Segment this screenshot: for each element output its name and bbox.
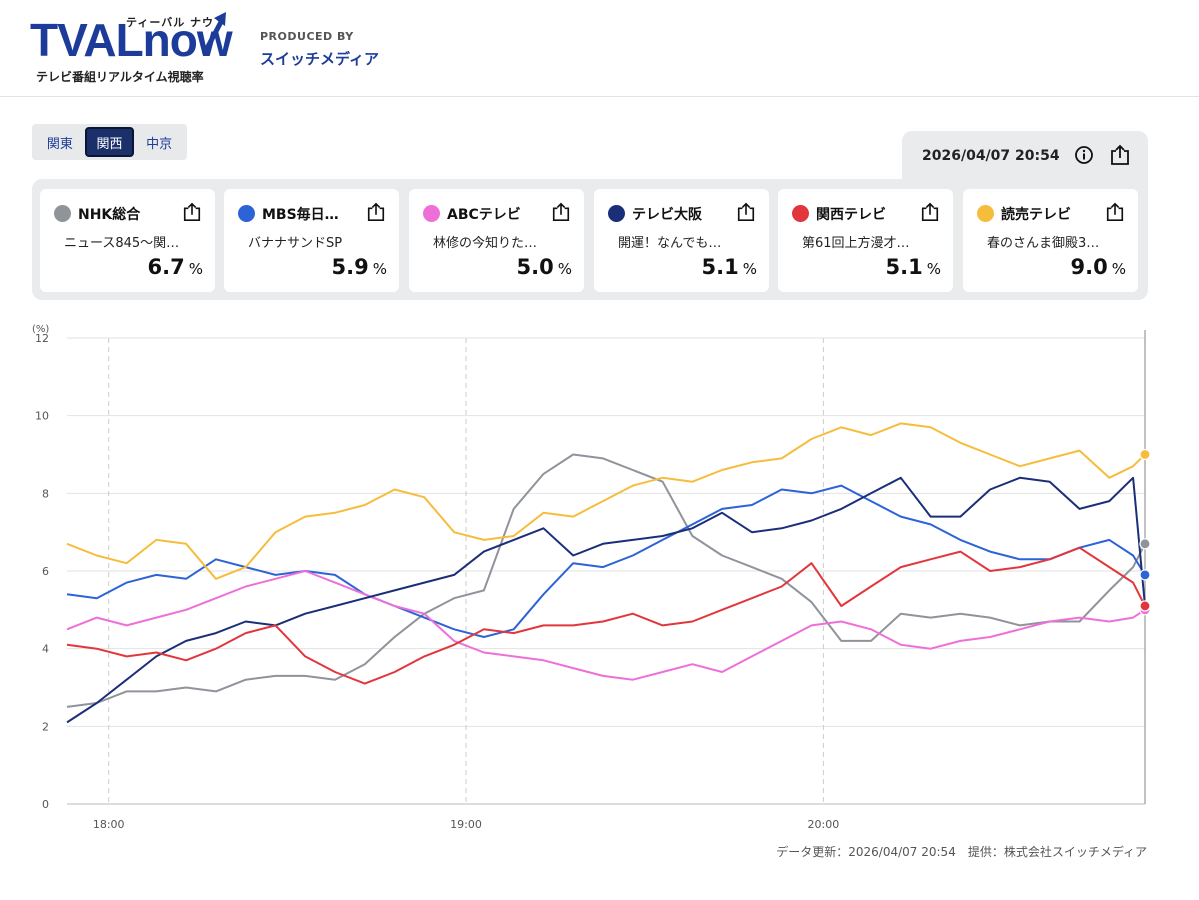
station-name: MBS毎日… [262,207,339,223]
series-line [66,476,1146,724]
y-tick-label: 6 [42,565,49,578]
share-icon[interactable] [1109,144,1131,166]
y-tick-label: 4 [42,643,49,656]
station-card-ytv[interactable]: 読売テレビ 春のさんま御殿3… 9.0% [963,189,1138,292]
share-icon[interactable] [551,202,571,222]
program-title: 春のさんま御殿3… [987,236,1100,251]
y-tick-label: 0 [42,798,49,811]
station-name: ABCテレビ [447,207,521,223]
logo-arrow-icon [201,12,226,56]
rating-value: 5.1% [885,255,941,279]
station-color-dot [54,205,71,222]
program-title: ニュース845〜関… [64,236,180,251]
producer-name[interactable]: スイッチメディア [260,50,379,68]
y-tick-label: 2 [42,720,49,733]
series-end-point [1139,569,1151,581]
y-tick-label: 10 [35,410,49,423]
series-end-point [1139,600,1151,612]
info-icon[interactable] [1074,145,1094,165]
rating-value: 5.1% [701,255,757,279]
rating-value: 5.9% [331,255,387,279]
rating-value: 9.0% [1070,255,1126,279]
produced-by-label: PRODUCED BY [260,30,354,43]
station-name: NHK総合 [78,207,141,223]
logo-text: TVALnow [30,14,233,66]
share-icon[interactable] [182,202,202,222]
series-end-point [1139,538,1151,550]
station-color-dot [423,205,440,222]
series-line [66,484,1146,638]
tab-chukyo[interactable]: 中京 [146,136,173,152]
share-icon[interactable] [736,202,756,222]
series-end-point [1139,448,1151,461]
logo-tagline: テレビ番組リアルタイム視聴率 [36,70,204,84]
panel-bg [32,179,1148,300]
share-icon[interactable] [1105,202,1125,222]
series-line [66,422,1146,580]
y-tick-label: 8 [42,487,49,500]
station-card-abc[interactable]: ABCテレビ 林修の今知りた… 5.0% [409,189,584,292]
timestamp: 2026/04/07 20:54 [922,148,1060,164]
rating-value: 5.0% [516,255,572,279]
series-line [66,546,1146,685]
y-tick-label: 12 [35,332,49,345]
ratings-line-chart[interactable]: 0 2 4 6 8 10 12(%) 18:00 19:00 20:00 [0,310,1199,850]
produced-by: PRODUCED BY スイッチメディア [260,30,379,69]
program-title: 第61回上方漫才… [802,236,910,251]
logo-kana: ティーバル ナウ [126,16,215,29]
series-line [66,570,1146,681]
program-title: 林修の今知りた… [433,236,538,251]
share-icon[interactable] [366,202,386,222]
station-color-dot [792,205,809,222]
rating-value: 6.7% [147,255,203,279]
program-title: 開運！なんでも… [618,236,722,251]
share-icon[interactable] [920,202,940,222]
ratings-panel: 2026/04/07 20:54 NHK総合 ニュース845〜関… 6.7% M… [32,131,1148,300]
station-color-dot [977,205,994,222]
station-card-nhk[interactable]: NHK総合 ニュース845〜関… 6.7% [40,189,215,292]
station-color-dot [608,205,625,222]
station-card-ktv[interactable]: 関西テレビ 第61回上方漫才… 5.1% [778,189,953,292]
program-title: バナナサンドSP [248,236,343,251]
series-line [66,453,1146,708]
station-card-mbs[interactable]: MBS毎日… バナナサンドSP 5.9% [224,189,399,292]
y-axis-unit: (%) [32,324,49,335]
station-card-tvo[interactable]: テレビ大阪 開運！なんでも… 5.1% [594,189,769,292]
station-name: 読売テレビ [1001,207,1071,223]
x-tick-label: 20:00 [808,818,840,831]
station-color-dot [238,205,255,222]
station-name: テレビ大阪 [632,207,702,223]
region-tabs: 関東 関西 中京 [32,124,187,160]
x-tick-label: 19:00 [450,818,482,831]
x-tick-label: 18:00 [93,818,125,831]
tab-kanto[interactable]: 関東 [46,136,73,152]
tvalnow-logo[interactable]: TVALnow ティーバル ナウ テレビ番組リアルタイム視聴率 [30,10,233,85]
data-update-footer: データ更新：2026/04/07 20:54 提供：株式会社スイッチメディア [776,845,1147,859]
header: TVALnow ティーバル ナウ テレビ番組リアルタイム視聴率 PRODUCED… [0,0,1199,97]
station-name: 関西テレビ [816,207,886,223]
tab-kansai[interactable]: 関西 [84,127,135,157]
